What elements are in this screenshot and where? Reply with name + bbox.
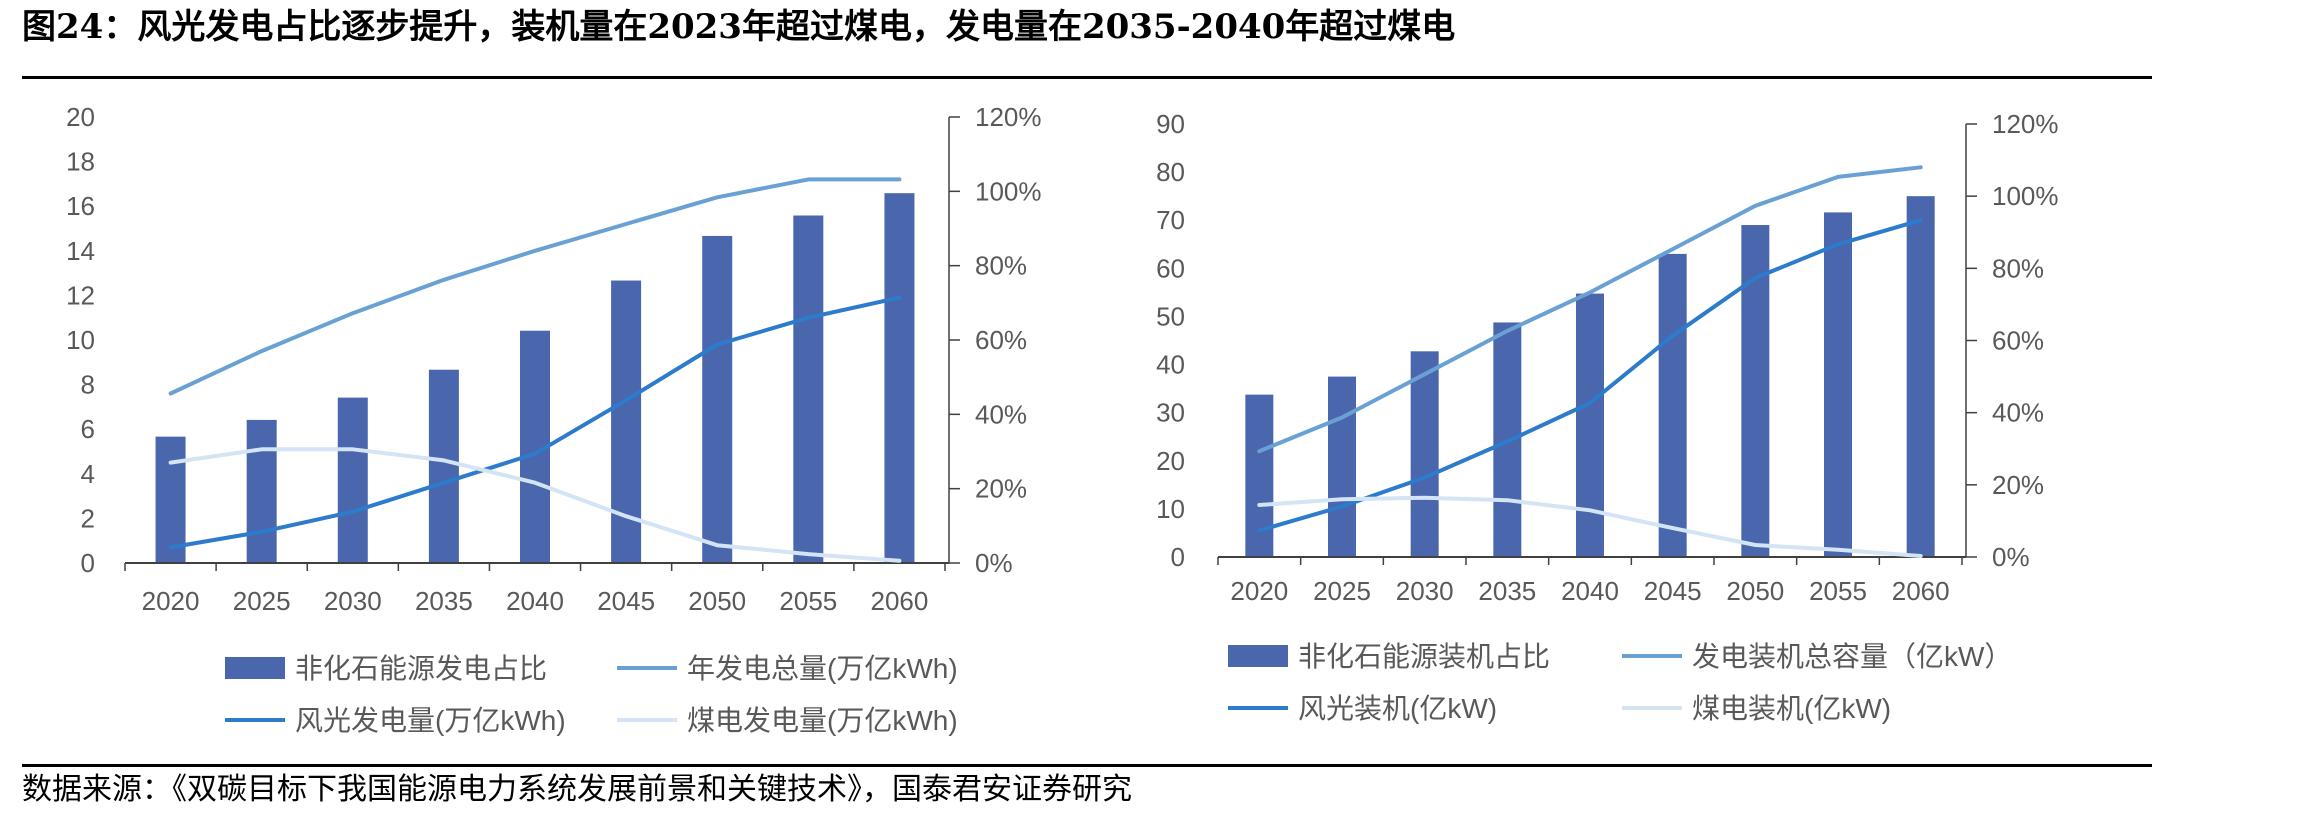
series-line <box>1257 165 1923 454</box>
legend-label: 非化石能源装机占比 <box>1298 641 1550 672</box>
top-rule <box>22 76 2152 79</box>
bar <box>246 419 277 563</box>
legend-label: 煤电装机(亿kW) <box>1692 693 1891 724</box>
y-right-tick-label: 40% <box>1992 398 2044 428</box>
legend-label: 风光发电量(万亿kWh) <box>295 705 566 736</box>
x-tick-label: 2060 <box>1892 576 1950 606</box>
bar <box>1328 376 1356 557</box>
y-left-tick-label: 20 <box>66 102 95 132</box>
bar <box>337 397 368 563</box>
bar <box>884 193 915 564</box>
y-left-tick-label: 14 <box>66 236 95 266</box>
legend-label: 非化石能源发电占比 <box>295 653 547 684</box>
y-left-tick-label: 6 <box>81 414 95 444</box>
y-left-tick-label: 0 <box>81 548 95 578</box>
y-right-tick-label: 120% <box>975 102 1042 132</box>
x-tick-label: 2030 <box>1396 576 1454 606</box>
x-tick-label: 2055 <box>1809 576 1867 606</box>
legend-label: 年发电总量(万亿kWh) <box>687 653 958 684</box>
y-left-tick-label: 20 <box>1156 446 1185 476</box>
bar <box>1906 196 1935 557</box>
x-tick-label: 2020 <box>1230 576 1288 606</box>
y-left-tick-label: 0 <box>1171 542 1185 572</box>
series-line <box>168 447 902 563</box>
y-left-tick-label: 50 <box>1156 301 1185 331</box>
legend-swatch-bar <box>1228 645 1288 667</box>
y-right-tick-label: 20% <box>1992 470 2044 500</box>
y-right-tick-label: 100% <box>1992 181 2059 211</box>
y-right-tick-label: 0% <box>1992 542 2030 572</box>
x-tick-label: 2035 <box>1478 576 1536 606</box>
x-tick-label: 2050 <box>688 586 746 616</box>
bar <box>428 369 459 563</box>
y-right-tick-label: 20% <box>975 474 1027 504</box>
x-tick-label: 2020 <box>142 586 200 616</box>
bar <box>1658 253 1687 557</box>
y-right-tick-label: 60% <box>1992 326 2044 356</box>
y-left-tick-label: 2 <box>81 503 95 533</box>
x-tick-label: 2060 <box>871 586 929 616</box>
series-line <box>1257 495 1923 558</box>
bar <box>155 436 186 563</box>
x-tick-label: 2025 <box>1313 576 1371 606</box>
y-left-tick-label: 70 <box>1156 205 1185 235</box>
x-tick-label: 2045 <box>1644 576 1702 606</box>
y-right-tick-label: 60% <box>975 325 1027 355</box>
y-left-tick-label: 12 <box>66 280 95 310</box>
y-right-tick-label: 0% <box>975 548 1013 578</box>
legend-label: 发电装机总容量（亿kW） <box>1692 641 2012 672</box>
x-tick-label: 2035 <box>415 586 473 616</box>
legend-swatch-bar <box>225 657 285 679</box>
x-tick-label: 2040 <box>506 586 564 616</box>
x-tick-label: 2055 <box>779 586 837 616</box>
y-right-tick-label: 120% <box>1992 109 2059 139</box>
bar <box>1245 394 1274 557</box>
y-left-tick-label: 60 <box>1156 253 1185 283</box>
x-tick-label: 2030 <box>324 586 382 616</box>
bar <box>1824 212 1852 557</box>
y-left-tick-label: 4 <box>81 459 95 489</box>
x-tick-label: 2045 <box>597 586 655 616</box>
y-right-tick-label: 80% <box>975 251 1027 281</box>
y-left-tick-label: 8 <box>81 370 95 400</box>
bar <box>793 215 824 563</box>
x-tick-label: 2025 <box>233 586 291 616</box>
series-line <box>168 295 902 550</box>
x-tick-label: 2050 <box>1726 576 1784 606</box>
bar <box>1576 293 1604 557</box>
y-right-tick-label: 100% <box>975 176 1042 206</box>
y-left-tick-label: 10 <box>66 325 95 355</box>
legend-label: 煤电发电量(万亿kWh) <box>687 705 958 736</box>
bar <box>702 235 733 563</box>
x-tick-label: 2040 <box>1561 576 1619 606</box>
y-left-tick-label: 10 <box>1156 494 1185 524</box>
source-note: 数据来源：《双碳目标下我国能源电力系统发展前景和关键技术》，国泰君安证券研究 <box>22 772 1132 807</box>
figure-title: 图24：风光发电占比逐步提升，装机量在2023年超过煤电，发电量在2035-20… <box>22 7 1456 47</box>
y-right-tick-label: 40% <box>975 399 1027 429</box>
legend-label: 风光装机(亿kW) <box>1298 693 1497 724</box>
y-right-tick-label: 80% <box>1992 253 2044 283</box>
y-left-tick-label: 30 <box>1156 398 1185 428</box>
bar <box>1410 351 1439 557</box>
y-left-tick-label: 40 <box>1156 350 1185 380</box>
series-line <box>168 177 902 396</box>
y-left-tick-label: 18 <box>66 147 95 177</box>
y-left-tick-label: 80 <box>1156 157 1185 187</box>
y-left-tick-label: 90 <box>1156 109 1185 139</box>
y-left-tick-label: 16 <box>66 191 95 221</box>
bottom-rule <box>22 764 2152 767</box>
